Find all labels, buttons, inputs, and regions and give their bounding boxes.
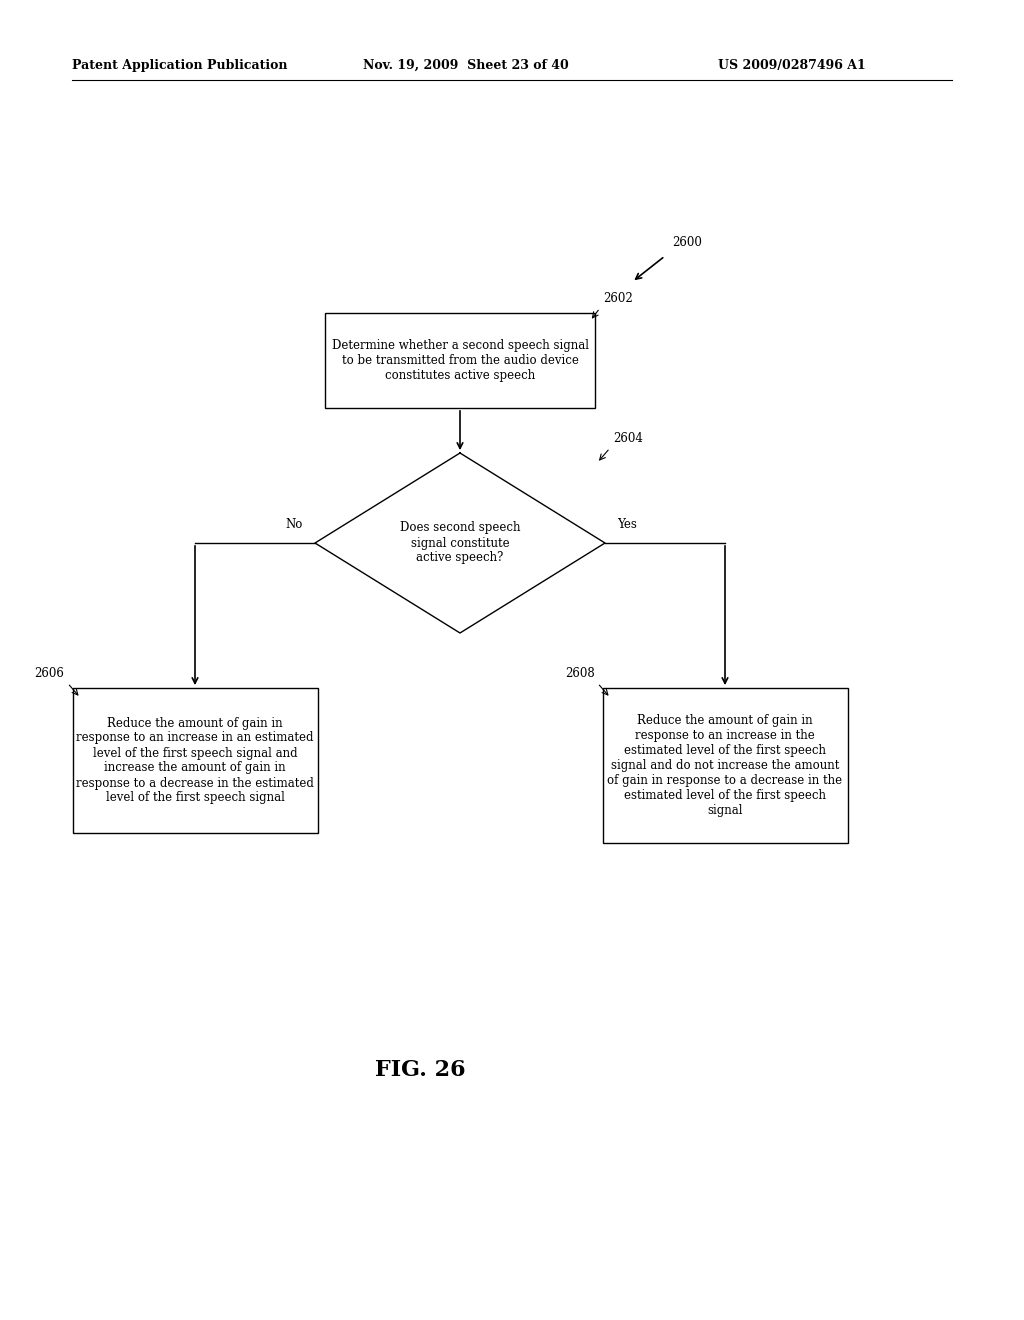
Text: Does second speech
signal constitute
active speech?: Does second speech signal constitute act… (399, 521, 520, 565)
Text: 2600: 2600 (672, 236, 701, 249)
Text: Nov. 19, 2009  Sheet 23 of 40: Nov. 19, 2009 Sheet 23 of 40 (362, 58, 568, 71)
Text: No: No (286, 517, 303, 531)
Text: Yes: Yes (617, 517, 637, 531)
Text: 2606: 2606 (35, 667, 65, 680)
FancyBboxPatch shape (602, 688, 848, 843)
FancyBboxPatch shape (73, 688, 317, 833)
Text: 2608: 2608 (565, 667, 595, 680)
FancyBboxPatch shape (325, 313, 595, 408)
Text: Patent Application Publication: Patent Application Publication (72, 58, 288, 71)
Text: Determine whether a second speech signal
to be transmitted from the audio device: Determine whether a second speech signal… (332, 339, 589, 381)
Text: Reduce the amount of gain in
response to an increase in an estimated
level of th: Reduce the amount of gain in response to… (76, 717, 314, 804)
Text: FIG. 26: FIG. 26 (375, 1059, 465, 1081)
Text: 2602: 2602 (603, 292, 633, 305)
Text: Reduce the amount of gain in
response to an increase in the
estimated level of t: Reduce the amount of gain in response to… (607, 714, 843, 817)
Text: 2604: 2604 (613, 432, 643, 445)
Text: US 2009/0287496 A1: US 2009/0287496 A1 (718, 58, 865, 71)
